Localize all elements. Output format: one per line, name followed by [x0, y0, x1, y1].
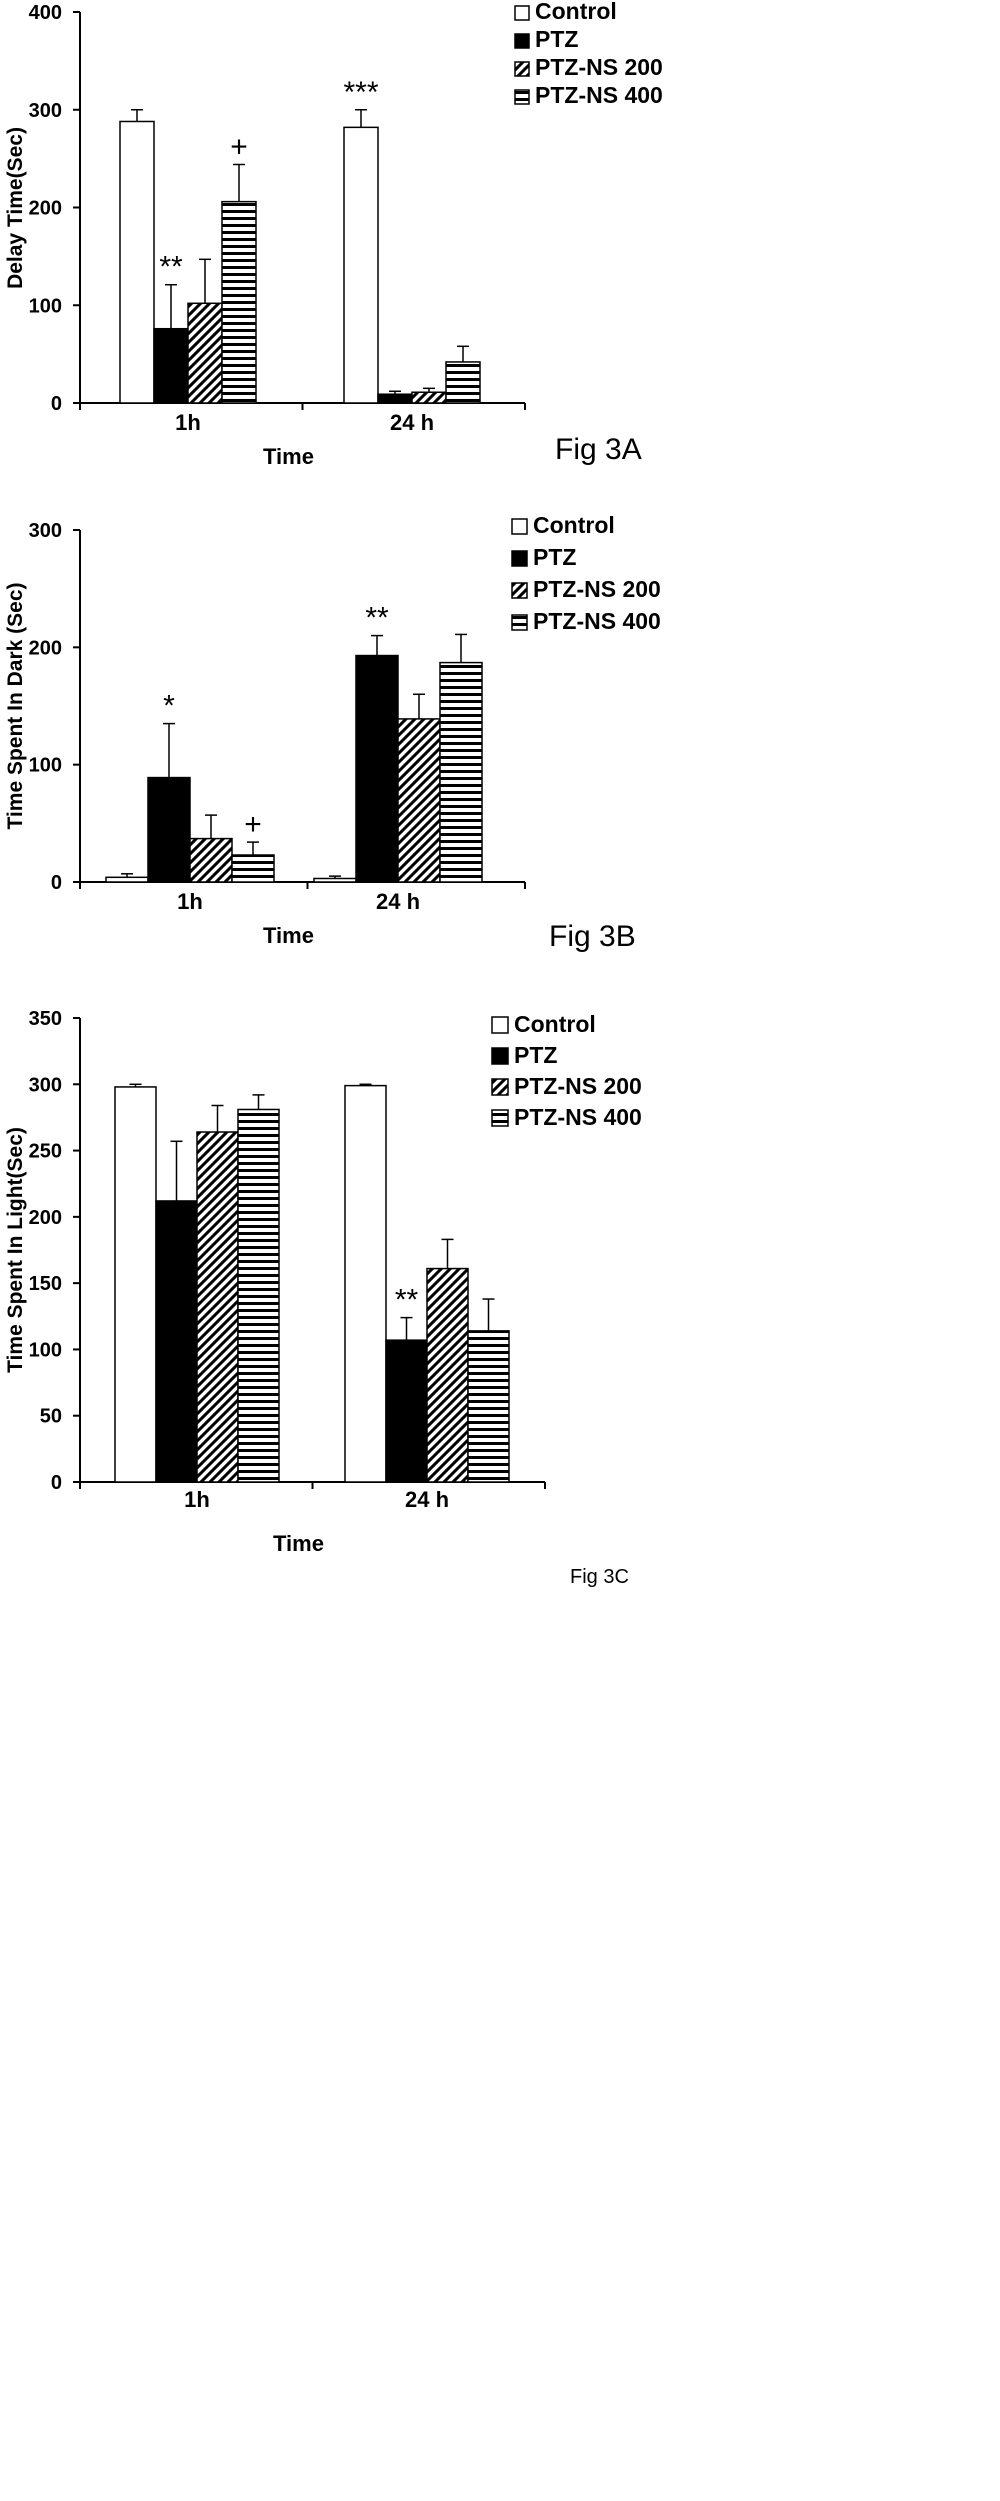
legend-entry-label: PTZ	[533, 544, 576, 570]
bar-ptz-ns-200-2	[411, 391, 447, 404]
y-tick-label: 200	[29, 198, 62, 220]
legend-swatch	[514, 33, 530, 49]
legend-swatch	[511, 582, 528, 599]
bar-ptz-ns-200-1	[187, 302, 223, 404]
legend-swatch	[491, 1109, 509, 1127]
x-axis-label: Time	[263, 923, 314, 948]
bar-control-2	[343, 126, 379, 404]
x-category-label: 1h	[175, 410, 201, 435]
legend-swatch	[491, 1047, 509, 1065]
bar-control-1	[114, 1086, 157, 1483]
y-tick-label: 0	[51, 393, 62, 415]
legend-swatch	[514, 61, 530, 77]
y-axis-label: Time Spent In Light(Sec)	[4, 1127, 27, 1373]
legend-swatch	[511, 550, 528, 567]
bar-ptz-ns-400-2	[439, 661, 483, 883]
figure-label: Fig 3A	[555, 433, 642, 466]
bar-control-1	[119, 120, 155, 404]
y-tick-label: 250	[29, 1141, 62, 1163]
y-tick-label: 100	[29, 755, 62, 777]
y-axis-label: Delay Time(Sec)	[4, 127, 27, 289]
bar-ptz-2	[355, 654, 399, 883]
bar-ptz-1	[147, 776, 191, 883]
legend-entry-label: Control	[533, 512, 615, 538]
bar-ptz-ns-200-2	[426, 1267, 469, 1483]
y-tick-label: 300	[29, 100, 62, 122]
legend-swatch	[511, 518, 528, 535]
legend: Control PTZ PTZ-NS 200 PTZ-NS 400	[511, 512, 661, 634]
significance-label: **	[365, 602, 389, 635]
y-tick-label: 0	[51, 872, 62, 894]
bar-ptz-ns-400-2	[445, 361, 481, 404]
significance-label: +	[244, 808, 262, 841]
y-tick-label: 100	[29, 295, 62, 317]
legend-entry-label: PTZ-NS 200	[533, 576, 661, 602]
bar-ptz-ns-200-2	[397, 718, 441, 883]
y-tick-label: 200	[29, 1207, 62, 1229]
bar-ptz-2	[377, 393, 413, 404]
significance-label: *	[163, 690, 175, 723]
legend-entry-label: PTZ-NS 400	[514, 1104, 642, 1130]
legend-swatch	[514, 5, 530, 21]
chart-panel-3: 0 50 100 150 200 250 300 350 1h 24 h ** Time Time Sp…	[4, 1008, 642, 1588]
legend-entry-label: PTZ	[535, 26, 578, 52]
x-axis-label: Time	[273, 1531, 324, 1556]
y-tick-label: 300	[29, 1074, 62, 1096]
bar-ptz-2	[385, 1339, 428, 1483]
x-category-label: 24 h	[376, 889, 420, 914]
legend-entry-label: PTZ-NS 400	[533, 608, 661, 634]
bar-ptz-1	[153, 327, 189, 404]
legend-entry-label: PTZ-NS 200	[535, 54, 663, 80]
chart-panel-1: 0 100 200 300 400 1h ** +24 h *** Time Delay Time(…	[4, 0, 663, 469]
bar-ptz-ns-400-1	[221, 200, 257, 404]
figure-label: Fig 3C	[570, 1566, 629, 1588]
legend-entry-label: Control	[514, 1011, 596, 1037]
bar-ptz-1	[155, 1200, 198, 1483]
bar-ptz-ns-400-2	[467, 1330, 510, 1483]
legend-swatch	[511, 614, 528, 631]
y-tick-label: 100	[29, 1339, 62, 1361]
legend-entry-label: Control	[535, 0, 617, 24]
y-tick-label: 150	[29, 1273, 62, 1295]
bar-control-2	[313, 877, 357, 883]
bar-ptz-ns-400-1	[237, 1108, 280, 1483]
bar-ptz-ns-200-1	[196, 1131, 239, 1483]
x-category-label: 1h	[177, 889, 203, 914]
significance-label: **	[159, 251, 183, 284]
significance-label: **	[395, 1284, 419, 1317]
y-tick-label: 400	[29, 2, 62, 24]
bar-control-1	[105, 876, 149, 883]
y-tick-label: 50	[40, 1406, 62, 1428]
x-category-label: 1h	[184, 1487, 210, 1512]
legend: Control PTZ PTZ-NS 200 PTZ-NS 400	[491, 1011, 642, 1130]
x-axis-label: Time	[263, 444, 314, 469]
y-axis-label: Time Spent In Dark (Sec)	[4, 582, 27, 829]
y-tick-label: 0	[51, 1472, 62, 1494]
legend-entry-label: PTZ-NS 400	[535, 82, 663, 108]
significance-label: ***	[343, 76, 378, 109]
legend-swatch	[491, 1016, 509, 1034]
legend-entry-label: PTZ	[514, 1042, 557, 1068]
x-category-label: 24 h	[390, 410, 434, 435]
x-category-label: 24 h	[405, 1487, 449, 1512]
legend-swatch	[514, 89, 530, 105]
chart-panel-2: 0 100 200 300 1h * +24 h ** Time Time Spent In Da…	[4, 512, 661, 953]
y-tick-label: 200	[29, 637, 62, 659]
bar-control-2	[344, 1084, 387, 1483]
figure-label: Fig 3B	[549, 920, 636, 953]
significance-label: +	[230, 130, 248, 163]
bar-ptz-ns-400-1	[231, 854, 275, 883]
y-tick-label: 300	[29, 520, 62, 542]
y-tick-label: 350	[29, 1008, 62, 1030]
legend-entry-label: PTZ-NS 200	[514, 1073, 642, 1099]
bar-ptz-ns-200-1	[189, 837, 233, 883]
legend-swatch	[491, 1078, 509, 1096]
